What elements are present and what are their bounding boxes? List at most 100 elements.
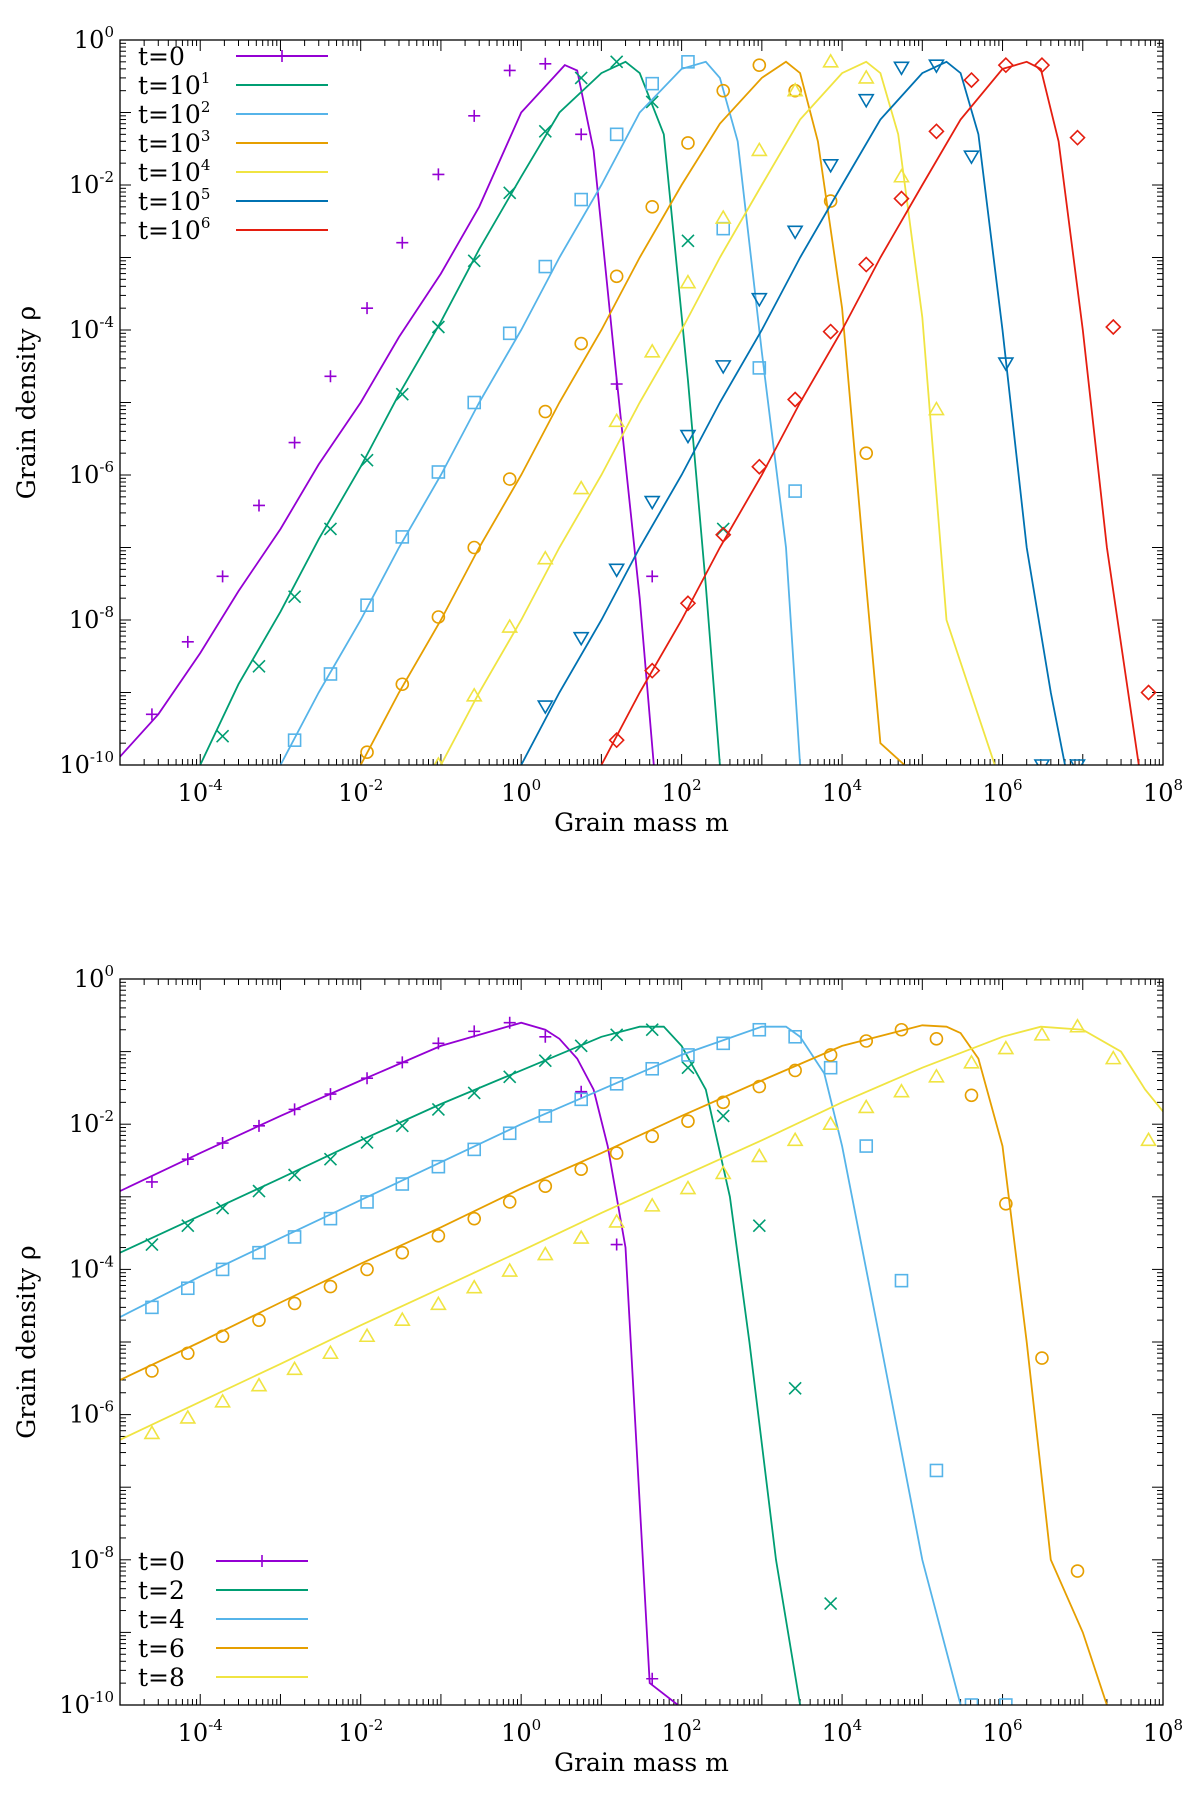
y-tick-label-base: 10 [69,171,100,199]
data-point-t=6 [999,1197,1013,1211]
legend-label: t=102 [138,98,210,129]
legend-label-text: t=10 [138,100,201,129]
y-tick-label: 10-4 [69,1252,114,1283]
x-axis-title: Grain mass m [554,808,729,837]
x-tick-label: 10-4 [178,1716,223,1747]
data-point-t=8 [393,1311,411,1326]
data-point-t=10^1 [431,320,445,334]
legend-item: t=104 [138,156,328,187]
data-point-t=8 [857,1098,875,1114]
x-tick-label-exponent: -4 [208,1716,223,1734]
data-point-t=10^6 [893,190,910,207]
data-point-t=10^2 [431,465,446,479]
y-tick-label: 10-8 [69,603,114,634]
data-point-t=10^2 [681,55,695,69]
data-point-t=10^5 [786,225,804,240]
plot-frame [119,39,1164,766]
legend-item: t=101 [138,69,328,100]
data-point-t=10^4 [893,168,910,183]
data-point-t=2 [323,1152,338,1166]
data-point-t=10^3 [609,269,624,284]
data-point-t=10^4 [433,756,444,765]
y-tick-label: 100 [74,962,114,993]
series-t=8 [120,1018,1163,1441]
y-tick-label-exponent: -8 [99,603,114,621]
data-point-t=4 [752,1022,767,1037]
y-tick-label-exponent: -10 [90,748,114,766]
data-point-t=10^5 [1069,759,1086,765]
legend-label-text: t=10 [138,187,201,216]
legend-label-exponent: 2 [201,98,211,116]
data-point-t=10^2 [609,127,624,142]
x-tick-label: 102 [662,776,702,807]
data-point-t=10^5 [857,93,875,109]
data-point-t=10^3 [645,200,660,214]
data-point-t=2 [610,1028,624,1042]
y-tick-label: 10-8 [69,1543,114,1574]
data-point-t=10^1 [574,71,588,85]
x-tick-label-exponent: 8 [1174,776,1184,794]
y-tick-label-base: 10 [69,316,100,344]
chart-bottom: 10-4 10-2 100 102 104 106 10810010-210-410-610… [12,962,1183,1777]
y-tick-label: 10-2 [69,168,114,199]
x-tick-label: 104 [822,1716,862,1747]
data-point-t=10^4 [857,69,875,84]
data-point-t=10^4 [608,412,626,428]
data-point-t=10^2 [360,598,374,613]
data-point-t=2 [503,1070,517,1084]
data-point-t=0 [396,236,409,249]
data-point-t=10^2 [395,530,410,544]
data-point-t=0 [396,1056,409,1069]
data-point-t=10^6 [644,662,661,679]
axis-ticks [119,979,1163,1706]
data-point-t=6 [1070,1564,1085,1578]
data-point-t=6 [395,1245,410,1260]
series-line-t=10^6 [600,60,1140,765]
legend-label-exponent: 4 [201,156,211,174]
data-point-t=4 [645,1061,660,1076]
data-point-t=8 [893,1083,910,1098]
y-tick-label-exponent: -4 [99,1252,114,1270]
data-point-t=0 [361,302,374,315]
y-tick-label: 10-6 [69,458,114,489]
chart-top: 10-4 10-2 100 102 104 106 10810010-210-410-610… [12,23,1183,837]
data-point-t=10^2 [287,733,302,747]
data-point-t=10^1 [538,124,552,138]
data-point-t=10^6 [751,458,768,475]
data-point-t=8 [465,1279,483,1294]
data-point-t=8 [358,1327,376,1343]
series-line-t=10^4 [440,60,996,765]
y-tick-label-exponent: 0 [104,962,114,980]
data-point-t=8 [963,1054,980,1069]
data-point-t=10^5 [572,631,590,647]
data-point-t=6 [323,1279,338,1294]
data-point-t=10^6 [822,323,839,340]
data-point-t=0 [575,1085,588,1098]
data-point-t=10^1 [360,453,374,467]
x-tick-label-exponent: 4 [853,776,863,794]
data-point-t=4 [999,1698,1013,1705]
legend-label: t=104 [138,156,210,187]
data-point-t=10^3 [395,677,410,692]
data-point-t=0 [610,1238,623,1251]
data-point-t=10^5 [822,158,840,174]
y-tick-label-base: 10 [69,1255,100,1283]
data-point-t=4 [502,1126,517,1141]
plot-area [120,1016,1163,1705]
data-point-t=0 [432,168,445,181]
data-point-t=10^4 [750,141,768,157]
data-point-t=6 [609,1146,624,1160]
data-point-t=10^5 [643,495,661,511]
y-tick-label: 10-6 [69,1398,114,1429]
series-line-t=10^3 [359,60,906,765]
x-tick-label-base: 10 [822,1719,853,1747]
data-point-t=8 [430,1295,447,1311]
data-point-t=6 [145,1364,159,1378]
data-point-t=0 [181,1153,194,1166]
legend-label-text: t=0 [138,42,185,71]
series-t=10^5 [520,59,1086,765]
series-line-t=4 [120,1025,962,1705]
data-point-t=4 [894,1273,909,1288]
x-tick-label-exponent: 0 [532,1716,542,1734]
